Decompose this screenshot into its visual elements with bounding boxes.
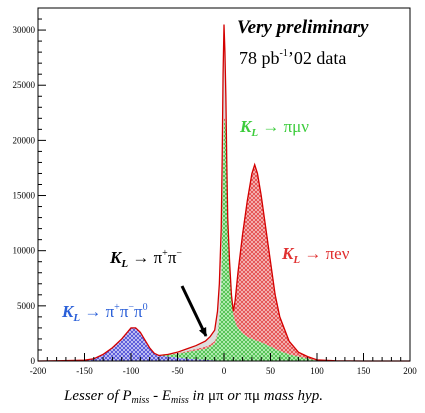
x-tick-label: 150 xyxy=(357,366,371,376)
x-tick-label: 50 xyxy=(266,366,276,376)
y-tick-label: 30000 xyxy=(13,25,36,35)
k3pi-area xyxy=(38,327,410,361)
k3pi-label: KL → π+π−π0 xyxy=(61,302,148,324)
y-tick-label: 10000 xyxy=(13,246,36,256)
headline: Very preliminary xyxy=(237,17,369,38)
x-tick-label: 100 xyxy=(310,366,324,376)
x-axis-ticks: -200 -150 -100 -50 0 50 100 150 200 xyxy=(30,353,417,376)
x-tick-label: -100 xyxy=(123,366,140,376)
kpipi-area xyxy=(38,24,410,362)
y-tick-label: 15000 xyxy=(13,191,36,201)
y-axis-ticks: 0 5000 10000 15000 20000 25000 30000 xyxy=(13,18,46,366)
y-tick-label: 20000 xyxy=(13,135,36,145)
kpipi-label: KL → π+π− xyxy=(109,248,182,270)
x-axis-label: Lesser of Pmiss - Emiss in μπ or πμ mass… xyxy=(63,388,323,406)
y-tick-label: 5000 xyxy=(17,301,36,311)
kmu3-area xyxy=(38,120,410,362)
x-tick-label: -50 xyxy=(172,366,184,376)
ke3-label: KL → πeν xyxy=(281,244,350,266)
kmu3-label: KL → πμν xyxy=(239,117,309,139)
data-line xyxy=(37,24,410,362)
luminosity-label: 78 pb-1’02 data xyxy=(239,48,346,68)
x-tick-label: 200 xyxy=(403,366,417,376)
x-tick-label: 0 xyxy=(222,366,227,376)
y-tick-label: 25000 xyxy=(13,80,36,90)
kpipi-arrow xyxy=(180,285,208,337)
y-tick-label: 0 xyxy=(31,356,36,366)
x-tick-label: -150 xyxy=(76,366,93,376)
x-tick-label: -200 xyxy=(30,366,47,376)
